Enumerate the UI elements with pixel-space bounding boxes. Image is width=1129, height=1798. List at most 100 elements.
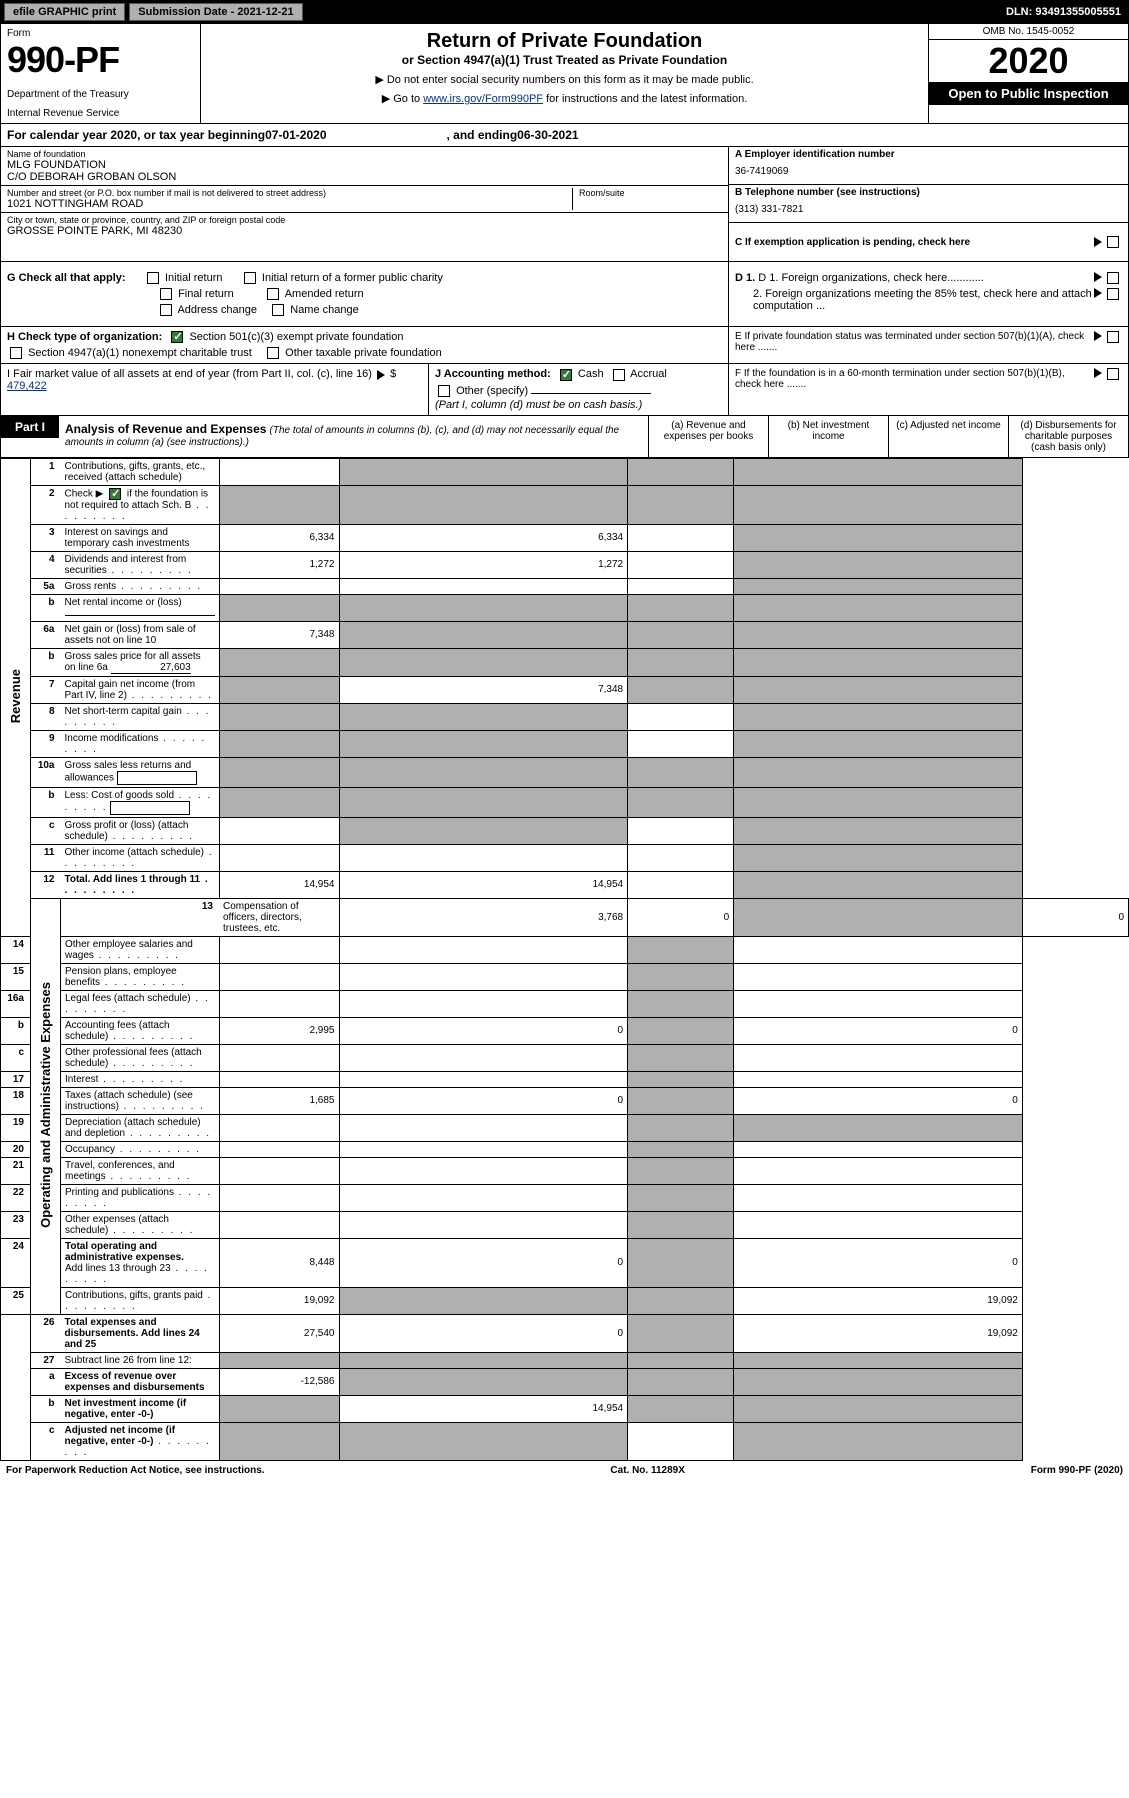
schb-checkbox[interactable] <box>109 488 121 500</box>
identification-block: Name of foundation MLG FOUNDATION C/O DE… <box>0 147 1129 262</box>
phone-label: B Telephone number (see instructions) <box>735 187 1122 198</box>
table-row: 17Interest <box>1 1071 1129 1087</box>
form-number: 990-PF <box>7 39 194 81</box>
arrow-icon <box>1094 331 1102 341</box>
col-b-header: (b) Net investment income <box>768 416 888 457</box>
table-row: cAdjusted net income (if negative, enter… <box>1 1422 1129 1460</box>
table-row: 5aGross rents <box>1 578 1129 594</box>
cash-checkbox[interactable] <box>560 369 572 381</box>
i-label: I Fair market value of all assets at end… <box>7 368 372 380</box>
arrow-icon <box>1094 272 1102 282</box>
table-row: 12Total. Add lines 1 through 1114,95414,… <box>1 871 1129 898</box>
4947-checkbox[interactable] <box>10 347 22 359</box>
other-method-checkbox[interactable] <box>438 385 450 397</box>
table-row: 26Total expenses and disbursements. Add … <box>1 1314 1129 1352</box>
address-change-checkbox[interactable] <box>160 304 172 316</box>
table-row: cOther professional fees (attach schedul… <box>1 1044 1129 1071</box>
table-row: 21Travel, conferences, and meetings <box>1 1157 1129 1184</box>
street-label: Number and street (or P.O. box number if… <box>7 188 572 198</box>
table-row: 6aNet gain or (loss) from sale of assets… <box>1 621 1129 648</box>
room-label: Room/suite <box>579 188 722 198</box>
e-label: E If private foundation status was termi… <box>735 331 1092 353</box>
amended-return-checkbox[interactable] <box>267 288 279 300</box>
paperwork-notice: For Paperwork Reduction Act Notice, see … <box>6 1465 265 1476</box>
table-row: 11Other income (attach schedule) <box>1 844 1129 871</box>
arrow-icon <box>377 370 385 380</box>
ein-value: 36-7419069 <box>735 166 1122 177</box>
form-title: Return of Private Foundation <box>207 30 922 53</box>
col-c-header: (c) Adjusted net income <box>888 416 1008 457</box>
d2-checkbox[interactable] <box>1107 288 1119 300</box>
table-row: 19Depreciation (attach schedule) and dep… <box>1 1114 1129 1141</box>
submission-date: Submission Date - 2021-12-21 <box>129 3 302 21</box>
col-d-header: (d) Disbursements for charitable purpose… <box>1008 416 1128 457</box>
dept-treasury: Department of the Treasury <box>7 89 194 100</box>
expenses-vlabel: Operating and Administrative Expenses <box>38 982 53 1228</box>
name-change-checkbox[interactable] <box>272 304 284 316</box>
table-row: 22Printing and publications <box>1 1184 1129 1211</box>
f-label: F If the foundation is in a 60-month ter… <box>735 368 1092 390</box>
j-note: (Part I, column (d) must be on cash basi… <box>435 399 722 411</box>
part1-header-row: Part I Analysis of Revenue and Expenses … <box>0 416 1129 458</box>
table-row: bNet investment income (if negative, ent… <box>1 1395 1129 1422</box>
efile-print-button[interactable]: efile GRAPHIC print <box>4 3 125 21</box>
table-row: bNet rental income or (loss) <box>1 594 1129 621</box>
foundation-name-1: MLG FOUNDATION <box>7 159 722 171</box>
arrow-icon <box>1094 368 1102 378</box>
calendar-year-row: For calendar year 2020, or tax year begi… <box>0 124 1129 147</box>
dln-label: DLN: 93491355005551 <box>1006 6 1125 18</box>
arrow-icon <box>1094 288 1102 298</box>
analysis-table: Revenue 1Contributions, gifts, grants, e… <box>0 458 1129 1461</box>
table-row: 8Net short-term capital gain <box>1 703 1129 730</box>
table-row: Operating and Administrative Expenses 13… <box>1 898 1129 936</box>
revenue-vlabel: Revenue <box>8 669 23 723</box>
fmv-link[interactable]: 479,422 <box>7 380 47 392</box>
irs-link[interactable]: www.irs.gov/Form990PF <box>423 93 543 105</box>
ij-block: I Fair market value of all assets at end… <box>0 364 1129 415</box>
other-taxable-checkbox[interactable] <box>267 347 279 359</box>
501c3-checkbox[interactable] <box>171 331 183 343</box>
city-value: GROSSE POINTE PARK, MI 48230 <box>7 225 722 237</box>
table-row: 15Pension plans, employee benefits <box>1 963 1129 990</box>
check-block-hijef: H Check type of organization: Section 50… <box>0 327 1129 364</box>
form-subtitle: or Section 4947(a)(1) Trust Treated as P… <box>207 53 922 67</box>
e-checkbox[interactable] <box>1107 331 1119 343</box>
table-row: 10aGross sales less returns and allowanc… <box>1 757 1129 787</box>
d2-label: 2. Foreign organizations meeting the 85%… <box>735 288 1092 312</box>
table-row: 7Capital gain net income (from Part IV, … <box>1 676 1129 703</box>
cat-number: Cat. No. 11289X <box>610 1465 684 1476</box>
exemption-checkbox[interactable] <box>1107 236 1119 248</box>
f-checkbox[interactable] <box>1107 368 1119 380</box>
form-header: Form 990-PF Department of the Treasury I… <box>0 24 1129 124</box>
ein-label: A Employer identification number <box>735 149 1122 160</box>
form-ref: Form 990-PF (2020) <box>1031 1465 1123 1476</box>
omb-number: OMB No. 1545-0052 <box>929 24 1128 40</box>
instruction-1: ▶ Do not enter social security numbers o… <box>207 73 922 86</box>
table-row: Revenue 1Contributions, gifts, grants, e… <box>1 458 1129 485</box>
city-label: City or town, state or province, country… <box>7 215 722 225</box>
table-row: 9Income modifications <box>1 730 1129 757</box>
table-row: 14Other employee salaries and wages <box>1 936 1129 963</box>
efile-toolbar: efile GRAPHIC print Submission Date - 20… <box>0 0 1129 24</box>
name-label: Name of foundation <box>7 149 722 159</box>
exemption-pending-label: C If exemption application is pending, c… <box>735 237 1092 248</box>
page-footer: For Paperwork Reduction Act Notice, see … <box>0 1461 1129 1480</box>
table-row: 3Interest on savings and temporary cash … <box>1 524 1129 551</box>
table-row: bGross sales price for all assets on lin… <box>1 648 1129 676</box>
table-row: 25Contributions, gifts, grants paid19,09… <box>1 1287 1129 1314</box>
form-label: Form <box>7 28 194 39</box>
accrual-checkbox[interactable] <box>613 369 625 381</box>
final-return-checkbox[interactable] <box>160 288 172 300</box>
d1-label: D 1. D 1. Foreign organizations, check h… <box>735 272 1092 284</box>
d1-checkbox[interactable] <box>1107 272 1119 284</box>
table-row: 20Occupancy <box>1 1141 1129 1157</box>
table-row: aExcess of revenue over expenses and dis… <box>1 1368 1129 1395</box>
initial-former-checkbox[interactable] <box>244 272 256 284</box>
g-label: G Check all that apply: <box>7 272 126 284</box>
table-row: 27Subtract line 26 from line 12: <box>1 1352 1129 1368</box>
initial-return-checkbox[interactable] <box>147 272 159 284</box>
irs-label: Internal Revenue Service <box>7 108 194 119</box>
part1-badge: Part I <box>1 416 59 438</box>
foundation-name-2: C/O DEBORAH GROBAN OLSON <box>7 171 722 183</box>
table-row: bLess: Cost of goods sold <box>1 787 1129 817</box>
